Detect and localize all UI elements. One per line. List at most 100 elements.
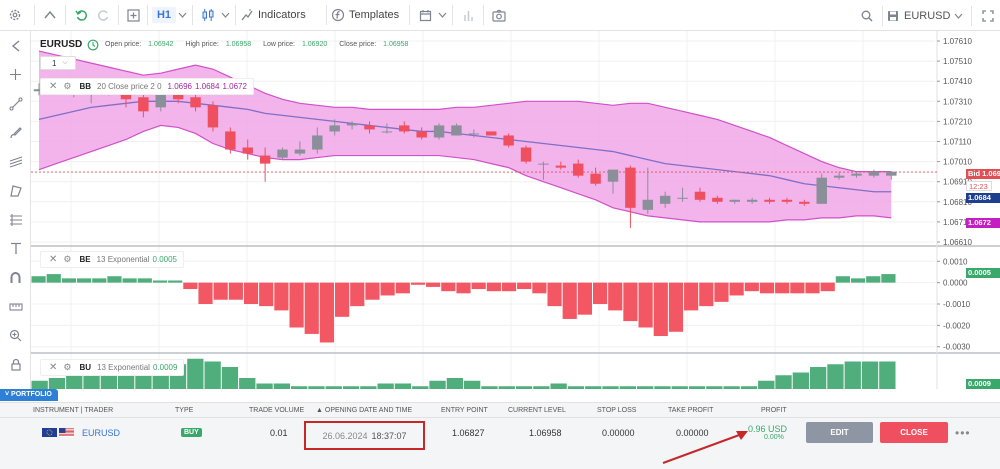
bu-histogram-bar — [308, 386, 325, 389]
zoom-in-icon[interactable] — [0, 321, 31, 350]
chart-type-chevron-down-icon[interactable] — [219, 0, 231, 31]
bb-indicator-legend: ✕ ⚙ BB 20 Close price 2 0 1.0696 1.0684 … — [40, 78, 254, 95]
candle-body — [399, 125, 410, 132]
collapse-chevron-icon[interactable] — [39, 0, 61, 31]
col-stop-loss[interactable]: STOP LOSS — [597, 407, 637, 414]
undo-icon[interactable] — [70, 0, 92, 31]
remove-indicator-close-icon[interactable]: ✕ — [49, 362, 58, 373]
edit-position-button[interactable]: EDIT — [806, 422, 873, 443]
bu-histogram-bar — [550, 383, 567, 389]
bu-histogram-bar — [239, 378, 256, 389]
candle-body — [851, 173, 862, 176]
candlestick-type-icon[interactable] — [197, 0, 219, 31]
remove-indicator-close-icon[interactable]: ✕ — [49, 254, 58, 265]
candle-body — [642, 199, 654, 210]
text-tool-icon[interactable] — [0, 234, 31, 263]
be-value-tag: 0.0005 — [966, 268, 1000, 278]
be-histogram-bar — [319, 282, 335, 343]
crosshair-icon[interactable] — [0, 60, 31, 89]
indicator-tick-label: -0.0030 — [943, 343, 971, 352]
bu-histogram-bar — [515, 386, 533, 389]
candle-body — [764, 199, 775, 202]
indicator-tick-label: 0.0000 — [943, 279, 968, 288]
position-instrument[interactable]: EURUSD — [82, 428, 121, 438]
channel-lines-icon[interactable] — [0, 147, 31, 176]
col-entry[interactable]: ENTRY POINT — [441, 407, 488, 414]
col-type[interactable]: TYPE — [175, 407, 194, 414]
col-current[interactable]: CURRENT LEVEL — [508, 407, 566, 414]
col-profit[interactable]: PROFIT — [761, 407, 787, 414]
position-open-time: 18:37:07 — [371, 430, 407, 441]
indicators-button[interactable]: Indicators — [240, 0, 322, 31]
low-label: Low price: — [263, 41, 295, 48]
be-histogram-bar — [471, 282, 486, 290]
candle-body — [799, 201, 810, 204]
more-options-icon[interactable]: ••• — [955, 426, 971, 440]
col-instrument[interactable]: INSTRUMENT | TRADER — [33, 407, 114, 414]
redo-icon[interactable] — [92, 0, 114, 31]
indicator-settings-gear-icon[interactable]: ⚙ — [63, 362, 72, 372]
bu-histogram-bar — [446, 378, 463, 389]
price-tick-label: 1.07310 — [943, 97, 972, 106]
candle-body — [294, 149, 306, 154]
search-icon[interactable] — [856, 0, 878, 31]
symbol-selector[interactable]: EURUSD — [887, 0, 967, 31]
interval-select[interactable]: 1 ⌵ — [40, 56, 76, 70]
be-histogram-bar — [850, 278, 866, 283]
candle-body — [138, 97, 149, 112]
candle-body — [503, 135, 514, 146]
screenshot-camera-icon[interactable] — [488, 0, 510, 31]
position-take-profit[interactable]: 0.00000 — [676, 428, 709, 438]
candle-body — [381, 131, 393, 133]
fibonacci-icon[interactable] — [0, 205, 31, 234]
timeframe-selector[interactable]: H1 — [151, 0, 177, 31]
col-open-date[interactable]: ▲ OPENING DATE AND TIME — [316, 407, 413, 414]
fullscreen-icon[interactable] — [976, 0, 1000, 31]
indicator-settings-gear-icon[interactable]: ⚙ — [63, 254, 72, 264]
lock-icon[interactable] — [0, 350, 31, 379]
position-entry: 1.06827 — [452, 428, 485, 438]
measure-ruler-icon[interactable] — [0, 292, 31, 321]
trendline-icon[interactable] — [0, 89, 31, 118]
bu-histogram-bar — [533, 386, 550, 389]
brush-icon[interactable] — [0, 118, 31, 147]
add-chart-icon[interactable] — [123, 0, 143, 31]
bollinger-lower-line — [38, 124, 892, 223]
bb-name: BB — [79, 82, 92, 91]
candle-body — [312, 135, 323, 150]
clock-icon — [87, 39, 99, 51]
bu-name: BU — [79, 363, 92, 372]
calendar-chevron-down-icon[interactable] — [436, 0, 448, 31]
chart-area[interactable]: 1.07610 1.07510 1.07410 1.07310 1.07210 1.071… — [31, 31, 1000, 389]
magnet-icon[interactable] — [0, 263, 31, 292]
bb-params: 20 Close price 2 0 — [97, 82, 162, 91]
portfolio-tab[interactable]: ˅ PORTFOLIO — [0, 389, 58, 401]
be-histogram-bar — [547, 282, 562, 307]
position-stop-loss[interactable]: 0.00000 — [602, 428, 635, 438]
templates-button[interactable]: Templates — [331, 0, 405, 31]
close-position-button[interactable]: CLOSE — [880, 422, 948, 443]
be-histogram-bar — [805, 282, 820, 294]
col-take-profit[interactable]: TAKE PROFIT — [668, 407, 714, 414]
remove-indicator-close-icon[interactable]: ✕ — [49, 81, 58, 92]
bollinger-upper-line — [38, 50, 892, 173]
position-row[interactable]: EURUSD BUY 0.01 26.06.2024 18:37:07 1.06… — [0, 418, 1000, 469]
settings-gear-icon[interactable] — [0, 0, 30, 31]
bu-histogram-bar — [66, 372, 83, 389]
be-histogram-bar — [638, 282, 653, 328]
be-name: BE — [79, 255, 91, 264]
price-tick-label: 1.07610 — [943, 37, 972, 46]
col-volume[interactable]: TRADE VOLUME — [249, 407, 305, 414]
volume-bars-icon[interactable] — [457, 0, 479, 31]
indicator-settings-gear-icon[interactable]: ⚙ — [63, 81, 72, 91]
calendar-icon[interactable] — [414, 0, 436, 31]
timeframe-chevron-down-icon[interactable] — [176, 0, 188, 31]
bu-histogram-bar — [187, 358, 204, 389]
candle-body — [746, 199, 758, 202]
polygon-icon[interactable] — [0, 176, 31, 205]
bu-histogram-bar — [810, 367, 827, 389]
bu-histogram-bar — [775, 375, 792, 389]
bid-price-tag: Bid 1.06958 — [966, 169, 1000, 179]
collapse-left-chevron-icon[interactable] — [0, 31, 31, 60]
